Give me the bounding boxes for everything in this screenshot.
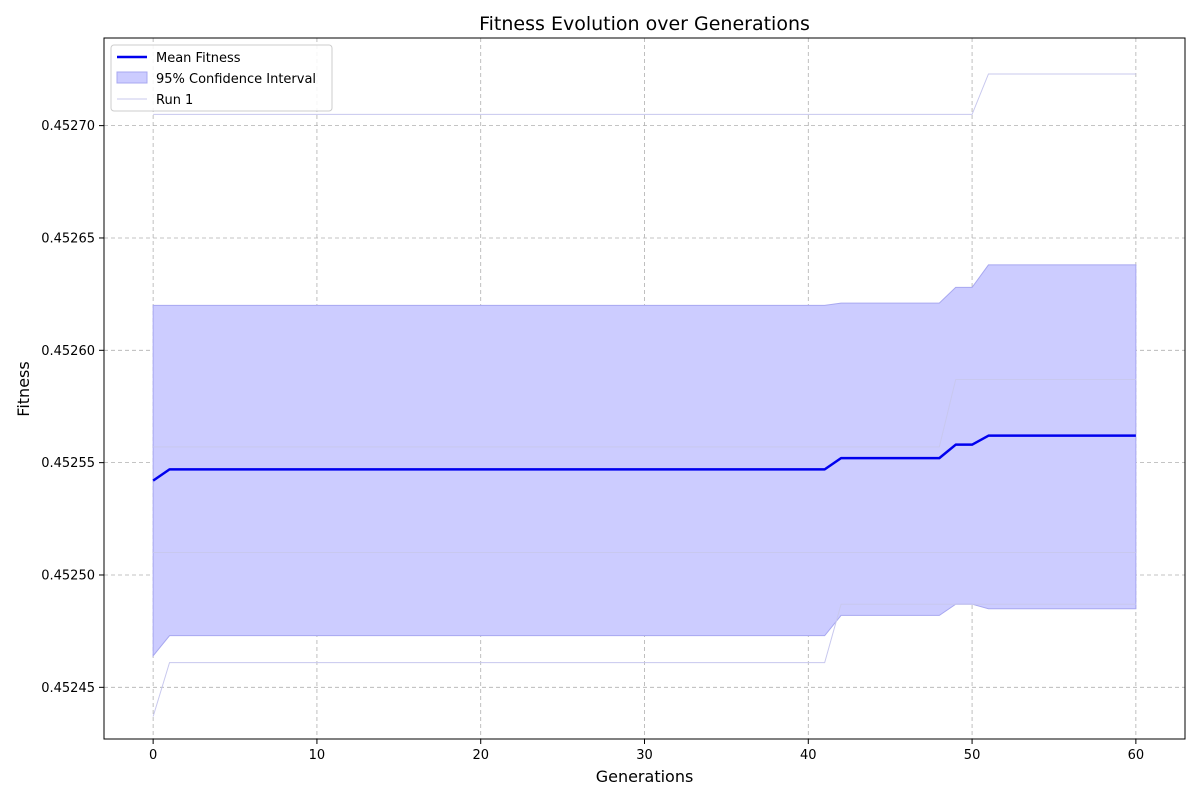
run-line [153, 73, 1136, 115]
y-tick-label: 0.45250 [41, 568, 95, 583]
legend-label-ci: 95% Confidence Interval [156, 72, 316, 87]
run-line [153, 379, 1136, 448]
mean-fitness-line [152, 434, 1136, 482]
mean-line-group [152, 434, 1136, 482]
x-tick-label: 50 [964, 748, 981, 763]
x-tick-label: 10 [309, 748, 326, 763]
legend-label-mean: Mean Fitness [156, 51, 241, 66]
legend-box [110, 44, 333, 112]
y-tick-label: 0.45265 [41, 231, 95, 246]
x-tick-label: 60 [1128, 748, 1145, 763]
legend-ci-swatch [116, 71, 148, 84]
x-axis-label: Generations [596, 767, 694, 786]
y-tick-label: 0.45245 [41, 681, 95, 696]
x-tick-label: 40 [800, 748, 817, 763]
legend-label-run: Run 1 [156, 93, 193, 108]
y-tick-label: 0.45260 [41, 344, 95, 359]
legend: Mean Fitness 95% Confidence Interval Run… [110, 44, 333, 112]
x-tick-label: 20 [472, 748, 489, 763]
chart-title: Fitness Evolution over Generations [479, 13, 810, 35]
confidence-band-area [152, 264, 1137, 658]
x-tick-label: 0 [149, 748, 157, 763]
run-lines [152, 73, 1136, 717]
y-axis-label: Fitness [14, 361, 33, 416]
confidence-band [152, 264, 1137, 658]
run-line [152, 603, 1136, 717]
y-tick-label: 0.45255 [41, 456, 95, 471]
x-tick-label: 30 [636, 748, 653, 763]
y-tick-label: 0.45270 [41, 119, 95, 134]
axis-ticks: 0 10 20 30 40 50 60 0.45245 0.45250 0.45255 0.4526… [41, 119, 1144, 763]
